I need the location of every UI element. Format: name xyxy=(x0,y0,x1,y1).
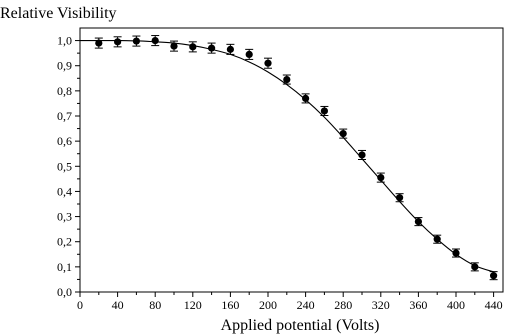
y-tick-label: 0,3 xyxy=(57,210,72,224)
y-axis-ticks: 0,0 0,1 0,2 0,3 0,4 0,5 0,6 0,7 0,8 0,9 1,0 xyxy=(57,34,80,299)
data-marker xyxy=(208,44,216,52)
fit-curve-layer xyxy=(80,40,494,273)
x-tick-label: 80 xyxy=(149,298,161,312)
x-tick-label: 440 xyxy=(485,298,503,312)
data-marker xyxy=(452,249,460,257)
data-marker xyxy=(302,94,310,102)
x-axis-title: Applied potential (Volts) xyxy=(221,317,380,334)
data-marker xyxy=(396,194,404,202)
data-marker xyxy=(245,50,253,59)
data-points-layer xyxy=(94,35,498,281)
x-tick-label: 0 xyxy=(77,298,83,312)
y-tick-label: 0,6 xyxy=(57,134,72,148)
data-point xyxy=(320,105,329,116)
data-point xyxy=(188,41,197,53)
data-marker xyxy=(226,45,234,53)
data-point xyxy=(245,48,254,60)
data-point xyxy=(151,35,160,47)
data-point xyxy=(264,57,272,69)
data-marker xyxy=(264,59,272,67)
data-marker xyxy=(339,130,347,138)
data-marker xyxy=(95,39,103,47)
x-tick-label: 320 xyxy=(372,298,390,312)
data-point xyxy=(489,271,498,281)
y-tick-label: 1,0 xyxy=(57,34,72,48)
y-tick-label: 0,2 xyxy=(57,235,72,249)
data-point xyxy=(414,217,423,227)
x-tick-label: 400 xyxy=(447,298,465,312)
y-tick-label: 0,9 xyxy=(57,59,72,73)
y-tick-label: 0,1 xyxy=(57,260,72,274)
data-marker xyxy=(377,174,385,182)
data-marker xyxy=(433,235,441,243)
data-marker xyxy=(151,36,159,45)
y-axis-title: Relative Visibility xyxy=(0,5,117,22)
x-axis-ticks: 0 40 80 120 160 200 240 280 320 360 400 440 xyxy=(77,292,503,312)
x-tick-label: 360 xyxy=(409,298,427,312)
fit-curve xyxy=(80,40,494,273)
y-tick-label: 0,7 xyxy=(57,109,72,123)
data-point xyxy=(113,36,122,48)
y-tick-label: 0,5 xyxy=(57,159,72,173)
data-marker xyxy=(189,43,197,51)
data-point xyxy=(207,42,216,54)
data-point xyxy=(301,93,310,104)
data-point xyxy=(339,128,348,139)
data-point xyxy=(226,43,235,55)
data-marker xyxy=(114,38,122,46)
data-marker xyxy=(132,37,140,45)
data-point xyxy=(433,234,442,244)
x-tick-label: 160 xyxy=(221,298,239,312)
y-tick-label: 0,4 xyxy=(57,184,72,198)
data-marker xyxy=(320,107,328,115)
data-marker xyxy=(358,151,366,159)
data-point xyxy=(94,37,103,49)
data-point xyxy=(452,248,460,258)
data-point xyxy=(395,193,404,203)
data-point xyxy=(470,262,479,272)
data-marker xyxy=(471,263,479,271)
data-marker xyxy=(170,42,178,50)
x-tick-label: 240 xyxy=(297,298,315,312)
y-tick-label: 0,8 xyxy=(57,84,72,98)
data-point xyxy=(132,35,141,47)
y-tick-label: 0,0 xyxy=(57,285,72,299)
data-point xyxy=(170,40,178,52)
data-point xyxy=(358,149,366,160)
x-tick-label: 280 xyxy=(334,298,352,312)
data-point xyxy=(282,74,291,85)
data-marker xyxy=(490,272,498,280)
x-tick-label: 200 xyxy=(259,298,277,312)
plot-frame xyxy=(79,27,504,293)
data-point xyxy=(376,172,385,183)
data-marker xyxy=(414,218,422,226)
x-tick-label: 40 xyxy=(112,298,124,312)
plot-border xyxy=(79,27,504,293)
data-marker xyxy=(283,75,291,84)
x-tick-label: 120 xyxy=(184,298,202,312)
